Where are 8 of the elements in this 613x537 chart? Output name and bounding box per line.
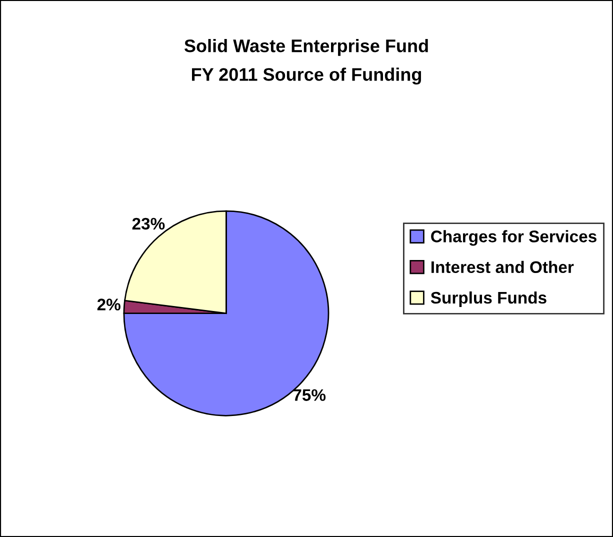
data-label: 2% [97,298,120,310]
chart-title: Solid Waste Enterprise Fund FY 2011 Source of Funding [184,38,428,85]
data-label: 75% [293,389,326,401]
legend-label: Interest and Other [432,260,574,274]
data-label: 23% [132,218,165,230]
legend-label: Charges for Services [431,230,596,246]
legend-label: Surplus Funds [430,291,546,307]
pie-slice [123,210,330,416]
